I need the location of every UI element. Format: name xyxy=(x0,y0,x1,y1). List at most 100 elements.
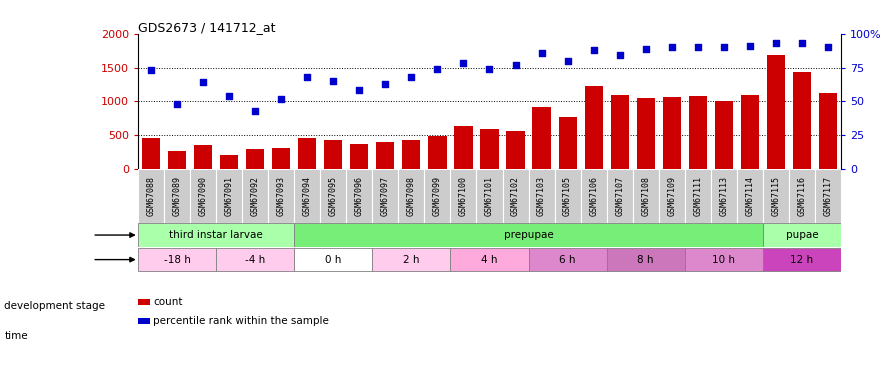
Point xyxy=(716,44,731,50)
Text: development stage: development stage xyxy=(4,301,105,310)
Text: GSM67091: GSM67091 xyxy=(224,176,233,216)
Bar xyxy=(532,107,551,169)
Bar xyxy=(585,86,603,169)
Bar xyxy=(450,169,476,223)
Text: GSM67107: GSM67107 xyxy=(615,176,624,216)
Bar xyxy=(715,100,733,169)
Bar xyxy=(295,223,763,247)
Bar xyxy=(168,151,186,169)
Bar xyxy=(138,248,216,272)
Bar xyxy=(763,223,841,247)
Text: GSM67093: GSM67093 xyxy=(277,176,286,216)
Text: pupae: pupae xyxy=(786,230,818,240)
Bar xyxy=(659,169,684,223)
Text: GSM67101: GSM67101 xyxy=(485,176,494,216)
Text: GSM67116: GSM67116 xyxy=(797,176,806,216)
Point xyxy=(482,66,497,72)
Text: GSM67095: GSM67095 xyxy=(328,176,338,216)
Text: percentile rank within the sample: percentile rank within the sample xyxy=(153,316,329,326)
Bar xyxy=(320,169,346,223)
Point xyxy=(743,43,757,49)
Text: GSM67096: GSM67096 xyxy=(355,176,364,216)
Point xyxy=(508,62,522,68)
Bar xyxy=(559,117,577,169)
Point xyxy=(274,96,288,102)
Text: GSM67117: GSM67117 xyxy=(823,176,832,216)
Text: 12 h: 12 h xyxy=(790,255,813,265)
Text: count: count xyxy=(153,297,182,307)
Text: 4 h: 4 h xyxy=(481,255,498,265)
Bar xyxy=(684,248,763,272)
Bar xyxy=(789,169,815,223)
Text: GSM67106: GSM67106 xyxy=(589,176,598,216)
Bar xyxy=(268,169,295,223)
Text: GSM67113: GSM67113 xyxy=(719,176,728,216)
Point xyxy=(457,60,471,66)
Bar xyxy=(298,138,316,169)
Text: GSM67094: GSM67094 xyxy=(303,176,312,216)
Bar xyxy=(506,131,524,169)
Bar xyxy=(194,146,212,169)
Point xyxy=(665,44,679,50)
Bar xyxy=(554,169,580,223)
Point xyxy=(639,46,653,52)
Text: 2 h: 2 h xyxy=(403,255,419,265)
Bar xyxy=(819,93,837,169)
Bar xyxy=(481,129,498,169)
Text: GDS2673 / 141712_at: GDS2673 / 141712_at xyxy=(138,21,275,34)
Text: 6 h: 6 h xyxy=(560,255,576,265)
Bar xyxy=(689,96,707,169)
Point xyxy=(170,101,184,107)
Text: GSM67115: GSM67115 xyxy=(772,176,781,216)
Text: time: time xyxy=(4,331,28,340)
Text: GSM67092: GSM67092 xyxy=(251,176,260,216)
Text: -18 h: -18 h xyxy=(164,255,190,265)
Text: GSM67099: GSM67099 xyxy=(433,176,442,216)
Point xyxy=(378,81,392,87)
Bar xyxy=(763,169,789,223)
Bar xyxy=(450,248,529,272)
Text: GSM67103: GSM67103 xyxy=(537,176,546,216)
Bar xyxy=(793,72,811,169)
Bar xyxy=(216,169,242,223)
Bar xyxy=(455,126,473,169)
Bar xyxy=(138,169,164,223)
Text: GSM67098: GSM67098 xyxy=(407,176,416,216)
Bar xyxy=(763,248,841,272)
Bar xyxy=(767,56,785,169)
Bar xyxy=(428,136,447,169)
Bar xyxy=(476,169,503,223)
Bar xyxy=(350,144,368,169)
Bar xyxy=(611,94,629,169)
Text: GSM67111: GSM67111 xyxy=(693,176,702,216)
Point xyxy=(248,108,263,114)
Bar xyxy=(529,169,554,223)
Point xyxy=(795,40,809,46)
Text: GSM67105: GSM67105 xyxy=(563,176,572,216)
Text: GSM67088: GSM67088 xyxy=(147,176,156,216)
Point xyxy=(404,74,418,80)
Bar xyxy=(425,169,450,223)
Bar xyxy=(272,148,290,169)
Bar xyxy=(607,169,633,223)
Bar xyxy=(142,138,160,169)
Point xyxy=(352,87,367,93)
Bar xyxy=(529,248,607,272)
Bar xyxy=(246,149,264,169)
Bar xyxy=(402,140,420,169)
Text: 8 h: 8 h xyxy=(637,255,654,265)
Bar xyxy=(376,142,394,169)
Bar xyxy=(663,97,681,169)
Text: GSM67109: GSM67109 xyxy=(668,176,676,216)
Bar xyxy=(399,169,425,223)
Text: 0 h: 0 h xyxy=(325,255,342,265)
Point xyxy=(196,80,210,86)
Point xyxy=(691,44,705,50)
Point xyxy=(430,66,444,72)
Point xyxy=(222,93,236,99)
Point xyxy=(587,47,601,53)
Bar xyxy=(190,169,216,223)
Text: GSM67090: GSM67090 xyxy=(198,176,207,216)
Point xyxy=(769,40,783,46)
Point xyxy=(561,58,575,64)
